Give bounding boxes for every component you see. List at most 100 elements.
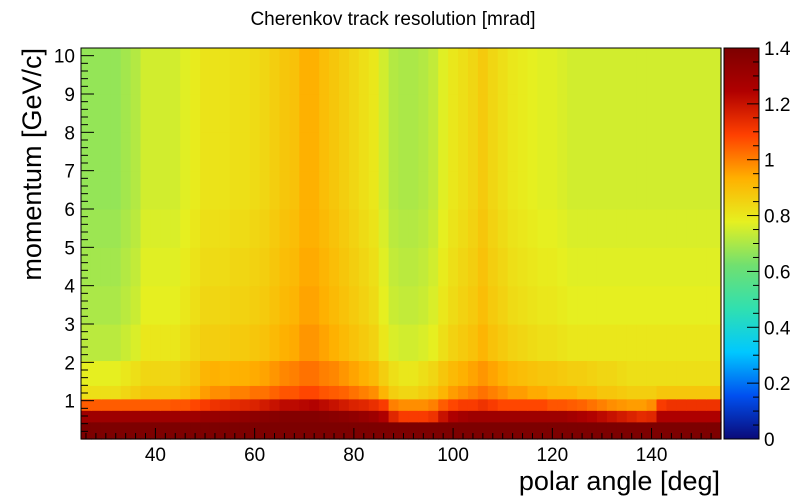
heatmap-cell [596, 385, 608, 400]
heatmap-cell [90, 324, 102, 362]
heatmap-cell [289, 398, 300, 411]
heatmap-cell [497, 209, 509, 248]
heatmap-cell [338, 398, 350, 411]
heatmap-cell [428, 247, 439, 287]
heatmap-cell [676, 324, 687, 362]
heatmap-cell [596, 410, 608, 423]
colorbar-tick-label: 0 [764, 430, 775, 451]
heatmap-cell [438, 132, 449, 172]
heatmap-cell [200, 410, 211, 423]
heatmap-cell [338, 285, 350, 325]
heatmap-cell [368, 170, 380, 210]
heatmap-cell [497, 324, 509, 362]
chart-title: Cherenkov track resolution [mrad] [250, 9, 535, 30]
heatmap-cell [130, 410, 142, 423]
heatmap-cell [696, 360, 707, 386]
heatmap-cell [438, 48, 449, 95]
heatmap-cell [686, 398, 697, 411]
heatmap-cell [517, 324, 529, 362]
heatmap-cell [527, 132, 539, 172]
heatmap-cell [259, 48, 271, 95]
heatmap-cell [626, 398, 638, 411]
heatmap-cell [517, 209, 529, 248]
heatmap-cell [348, 209, 360, 248]
heatmap-cell [368, 247, 380, 287]
heatmap-cell [606, 360, 618, 386]
heatmap-cell [100, 324, 112, 362]
heatmap-cell [378, 324, 390, 362]
heatmap-cell [557, 421, 568, 440]
heatmap-cell [279, 385, 290, 400]
heatmap-cell [676, 360, 687, 386]
heatmap-cell [487, 48, 499, 95]
heatmap-cell [329, 324, 340, 362]
heatmap-cell [547, 385, 558, 400]
heatmap-cell [646, 170, 658, 210]
heatmap-cell [358, 94, 370, 133]
heatmap-cell [180, 360, 191, 386]
heatmap-cell [438, 421, 449, 440]
heatmap-cell [557, 132, 568, 172]
heatmap-cell [190, 421, 201, 440]
heatmap-cell [368, 410, 380, 423]
heatmap-cell [696, 385, 707, 400]
heatmap-cell [517, 170, 529, 210]
heatmap-cell [616, 398, 628, 411]
heatmap-cell [120, 247, 132, 287]
heatmap-cell [219, 324, 231, 362]
heatmap-cell [160, 132, 171, 172]
heatmap-cell [239, 398, 251, 411]
heatmap-cell [616, 94, 628, 133]
heatmap-cell [497, 398, 509, 411]
heatmap-cell [418, 421, 429, 440]
heatmap-cell [378, 48, 390, 95]
heatmap-cell [467, 421, 479, 440]
heatmap-cell [438, 385, 449, 400]
heatmap-cell [448, 209, 459, 248]
heatmap-cell [170, 285, 181, 325]
heatmap-cell [81, 324, 92, 362]
heatmap-cell [348, 247, 360, 287]
heatmap-cell [120, 398, 132, 411]
heatmap-cell [686, 410, 697, 423]
heatmap-cell [606, 48, 618, 95]
heatmap-cell [190, 94, 201, 133]
heatmap-cell [527, 410, 539, 423]
heatmap-cell [636, 410, 648, 423]
heatmap-cell [160, 48, 171, 95]
heatmap-cell [200, 360, 211, 386]
heatmap-cell [110, 324, 122, 362]
heatmap-cell [567, 94, 578, 133]
heatmap-cell [130, 385, 142, 400]
heatmap-cell [567, 209, 578, 248]
heatmap-cell [170, 324, 181, 362]
heatmap-cell [398, 209, 410, 248]
heatmap-cell [229, 170, 241, 210]
heatmap-cell [696, 410, 707, 423]
heatmap-cell [428, 170, 439, 210]
heatmap-cell [577, 324, 588, 362]
heatmap-cell [686, 421, 697, 440]
heatmap-cell [557, 285, 568, 325]
heatmap-cell [606, 410, 618, 423]
heatmap-cell [706, 385, 722, 400]
heatmap-cell [557, 385, 568, 400]
heatmap-cell [567, 398, 578, 411]
heatmap-cell [368, 48, 380, 95]
x-tick-label: 40 [145, 445, 166, 466]
heatmap-cell [507, 48, 519, 95]
heatmap-cell [378, 132, 390, 172]
heatmap-cell [190, 398, 201, 411]
heatmap-cell [507, 247, 519, 287]
heatmap-cell [229, 285, 241, 325]
heatmap-cell [428, 132, 439, 172]
heatmap-cell [596, 360, 608, 386]
heatmap-cell [289, 385, 300, 400]
heatmap-cell [219, 410, 231, 423]
heatmap-cell [696, 324, 707, 362]
x-tick-label: 80 [343, 445, 364, 466]
heatmap-cell [319, 421, 330, 440]
heatmap-cell [289, 132, 300, 172]
heatmap-cell [200, 385, 211, 400]
